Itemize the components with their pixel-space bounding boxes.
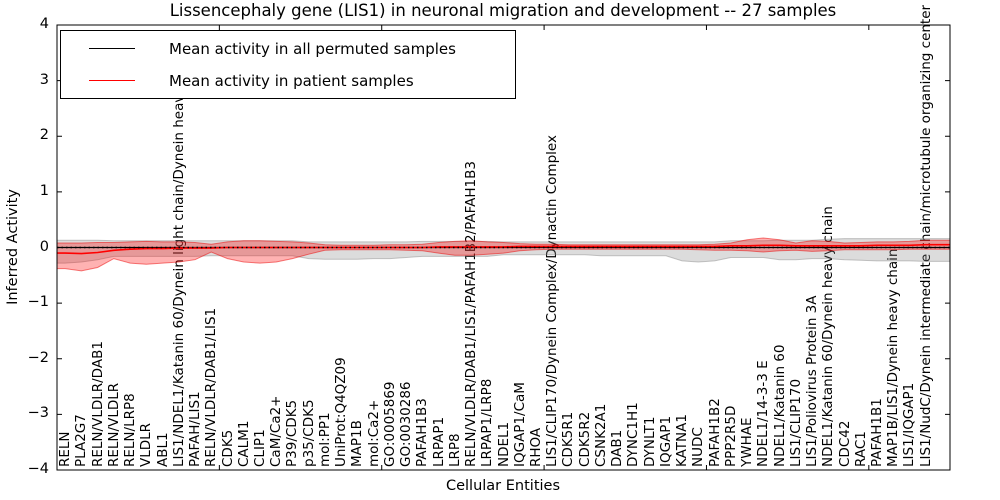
legend-label-permuted: Mean activity in all permuted samples (169, 39, 456, 58)
legend-entry-patient: Mean activity in patient samples (61, 65, 515, 97)
y-tick-label: 4 (39, 16, 49, 32)
red-line-swatch-icon (89, 80, 135, 81)
legend: Mean activity in all permuted samples Me… (60, 30, 516, 99)
tick-marks (57, 24, 950, 471)
black-line-swatch-icon (89, 48, 135, 49)
y-tick-label: 2 (39, 127, 49, 144)
y-tick-label: 0 (39, 238, 49, 255)
y-tick-label: −2 (27, 349, 49, 366)
legend-entry-permuted: Mean activity in all permuted samples (61, 33, 515, 65)
y-tick-label: 3 (39, 71, 49, 88)
y-tick-label: −1 (27, 294, 49, 311)
y-tick-label: −3 (27, 405, 49, 422)
legend-label-patient: Mean activity in patient samples (169, 71, 414, 90)
y-tick-label: −4 (27, 461, 49, 477)
chart-title: Lissencephaly gene (LIS1) in neuronal mi… (169, 1, 837, 20)
y-tick-label: 1 (39, 182, 49, 199)
x-axis-label: Cellular Entities (445, 478, 561, 494)
